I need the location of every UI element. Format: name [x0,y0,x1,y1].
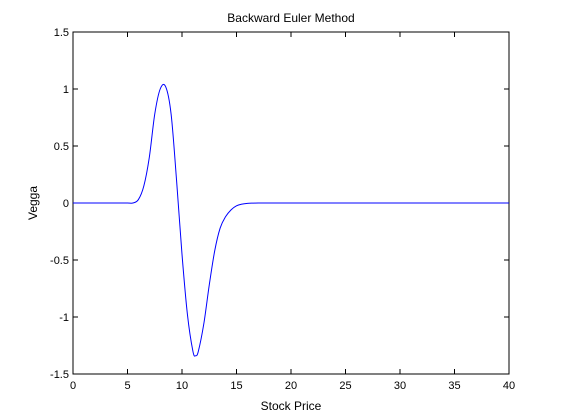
x-tick-label: 35 [448,380,460,392]
x-axis-label: Stock Price [261,399,322,413]
y-axis-label: Vegga [26,186,40,220]
y-tick-label: 1.5 [54,27,69,39]
x-tick-label: 0 [70,380,76,392]
x-tick-label: 30 [394,380,406,392]
y-tick-label: -0.5 [50,255,69,267]
y-tick-label: 1 [63,84,69,96]
x-tick-label: 25 [339,380,351,392]
x-tick-label: 5 [124,380,130,392]
x-tick-label: 10 [176,380,188,392]
y-tick-label: 0.5 [54,141,69,153]
y-tick-label: 0 [63,198,69,210]
y-tick-label: -1 [59,312,69,324]
x-tick-label: 40 [503,380,515,392]
y-tick-label: -1.5 [50,369,69,381]
x-tick-label: 15 [230,380,242,392]
chart-title: Backward Euler Method [227,11,354,25]
x-tick-label: 20 [285,380,297,392]
